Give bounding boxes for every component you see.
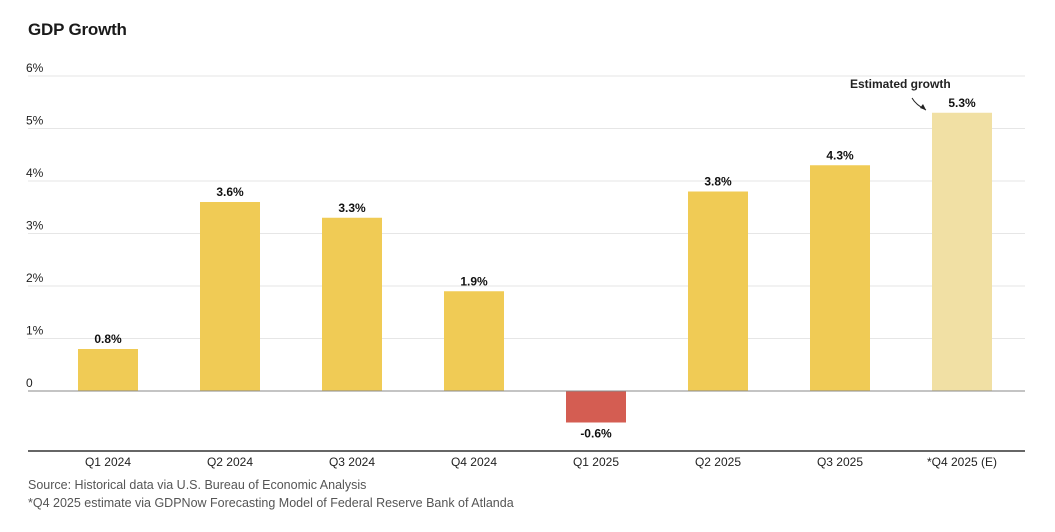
bar — [200, 202, 260, 391]
x-tick-label: Q3 2025 — [817, 455, 863, 469]
bar — [810, 165, 870, 391]
source-note: Source: Historical data via U.S. Bureau … — [28, 478, 367, 492]
y-tick-label: 4% — [26, 166, 44, 180]
value-label: 4.3% — [826, 148, 854, 162]
bar-layer — [78, 112, 992, 423]
chart-title: GDP Growth — [28, 20, 127, 39]
y-tick-label: 0 — [26, 376, 33, 390]
value-label: 3.6% — [216, 185, 244, 199]
y-tick-label: 5% — [26, 114, 44, 128]
x-tick-label: Q2 2025 — [695, 455, 741, 469]
value-label: -0.6% — [580, 427, 612, 441]
value-label: 1.9% — [460, 274, 488, 288]
annotation-label: Estimated growth — [850, 77, 951, 91]
grid-layer — [28, 75, 1025, 339]
x-tick-label: *Q4 2025 (E) — [927, 455, 997, 469]
bar — [322, 217, 382, 391]
y-tick-label: 6% — [26, 61, 44, 75]
axis-layer: 0 1% 2% 3% 4% 5% 6% Q1 2024 Q2 2024 Q3 2024 Q4 202… — [26, 61, 1025, 469]
y-tick-label: 1% — [26, 324, 44, 338]
bar — [566, 391, 626, 423]
x-tick-label: Q1 2024 — [85, 455, 131, 469]
value-label: 3.8% — [704, 175, 732, 189]
value-label: 0.8% — [94, 332, 122, 346]
value-label: 3.3% — [338, 201, 366, 215]
y-tick-label: 2% — [26, 271, 44, 285]
bar — [688, 191, 748, 391]
x-tick-label: Q1 2025 — [573, 455, 619, 469]
bar — [78, 349, 138, 391]
y-tick-label: 3% — [26, 219, 44, 233]
estimate-footnote: *Q4 2025 estimate via GDPNow Forecasting… — [28, 496, 514, 510]
x-tick-label: Q2 2024 — [207, 455, 253, 469]
label-layer: 0.8% 3.6% 3.3% 1.9% -0.6% 3.8% 4.3% 5.3% Estimat… — [94, 77, 976, 441]
gdp-bar-chart: 0.8% 3.6% 3.3% 1.9% -0.6% 3.8% 4.3% 5.3% Estimat… — [26, 61, 1025, 469]
bar — [444, 291, 504, 391]
bar — [932, 112, 992, 391]
annotation-arrowhead — [920, 104, 926, 110]
value-label: 5.3% — [948, 96, 976, 110]
x-tick-label: Q3 2024 — [329, 455, 375, 469]
x-tick-label: Q4 2024 — [451, 455, 497, 469]
